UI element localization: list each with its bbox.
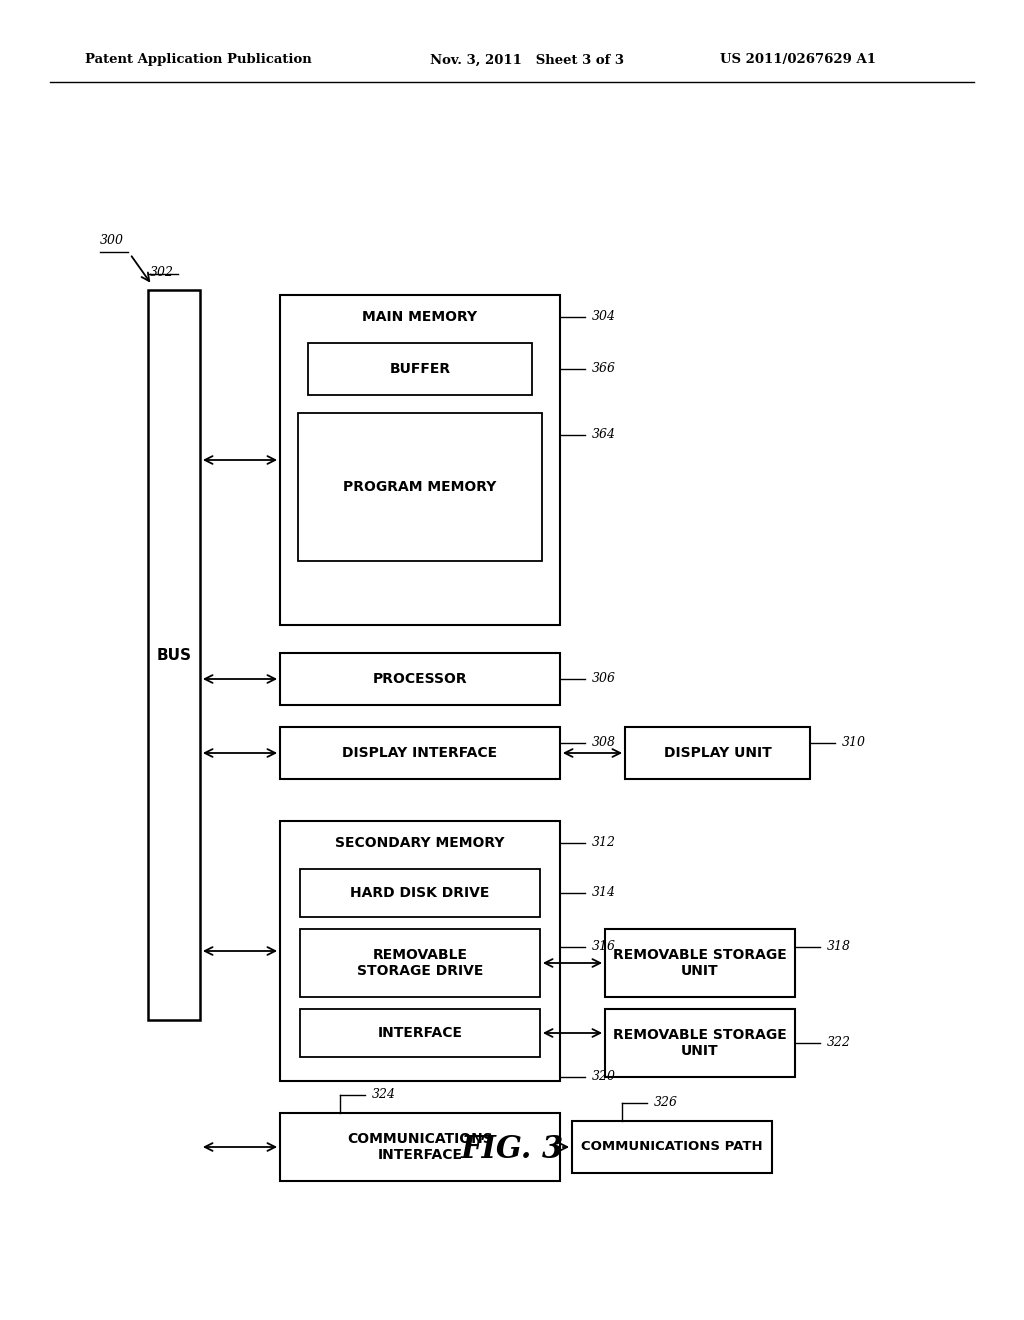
Text: 366: 366 [592, 363, 616, 375]
Text: 310: 310 [842, 737, 866, 750]
Text: Patent Application Publication: Patent Application Publication [85, 54, 311, 66]
Bar [605, 929, 795, 997]
Text: 308: 308 [592, 737, 616, 750]
Bar [298, 413, 542, 561]
Bar [625, 727, 810, 779]
Text: 324: 324 [372, 1089, 396, 1101]
Text: REMOVABLE STORAGE
UNIT: REMOVABLE STORAGE UNIT [613, 948, 786, 978]
Bar [605, 1008, 795, 1077]
Text: 302: 302 [150, 265, 174, 279]
Text: COMMUNICATIONS PATH: COMMUNICATIONS PATH [582, 1140, 763, 1154]
Bar [148, 290, 200, 1020]
Text: MAIN MEMORY: MAIN MEMORY [362, 310, 477, 323]
Text: 326: 326 [654, 1097, 678, 1110]
Text: BUS: BUS [157, 648, 191, 663]
Bar [280, 1113, 560, 1181]
Text: 314: 314 [592, 887, 616, 899]
Text: 364: 364 [592, 429, 616, 441]
Text: 316: 316 [592, 940, 616, 953]
Bar [300, 1008, 540, 1057]
Text: 300: 300 [100, 234, 124, 247]
Bar [572, 1121, 772, 1173]
Text: INTERFACE: INTERFACE [378, 1026, 463, 1040]
Bar [300, 929, 540, 997]
Bar [280, 821, 560, 1081]
Bar [280, 653, 560, 705]
Text: SECONDARY MEMORY: SECONDARY MEMORY [335, 836, 505, 850]
Text: REMOVABLE STORAGE
UNIT: REMOVABLE STORAGE UNIT [613, 1028, 786, 1059]
Text: US 2011/0267629 A1: US 2011/0267629 A1 [720, 54, 876, 66]
Text: 304: 304 [592, 310, 616, 323]
Bar [308, 343, 532, 395]
Text: 306: 306 [592, 672, 616, 685]
Text: BUFFER: BUFFER [389, 362, 451, 376]
Text: PROCESSOR: PROCESSOR [373, 672, 467, 686]
Text: PROGRAM MEMORY: PROGRAM MEMORY [343, 480, 497, 494]
Bar [280, 727, 560, 779]
Text: FIG. 3: FIG. 3 [461, 1134, 563, 1166]
Text: COMMUNICATIONS
INTERFACE: COMMUNICATIONS INTERFACE [347, 1133, 493, 1162]
Text: 312: 312 [592, 837, 616, 850]
Bar [280, 294, 560, 624]
Text: 318: 318 [827, 940, 851, 953]
Text: HARD DISK DRIVE: HARD DISK DRIVE [350, 886, 489, 900]
Text: DISPLAY INTERFACE: DISPLAY INTERFACE [342, 746, 498, 760]
Text: 320: 320 [592, 1071, 616, 1084]
Text: 322: 322 [827, 1036, 851, 1049]
Text: Nov. 3, 2011   Sheet 3 of 3: Nov. 3, 2011 Sheet 3 of 3 [430, 54, 624, 66]
Bar [300, 869, 540, 917]
Text: REMOVABLE
STORAGE DRIVE: REMOVABLE STORAGE DRIVE [356, 948, 483, 978]
Text: DISPLAY UNIT: DISPLAY UNIT [664, 746, 771, 760]
